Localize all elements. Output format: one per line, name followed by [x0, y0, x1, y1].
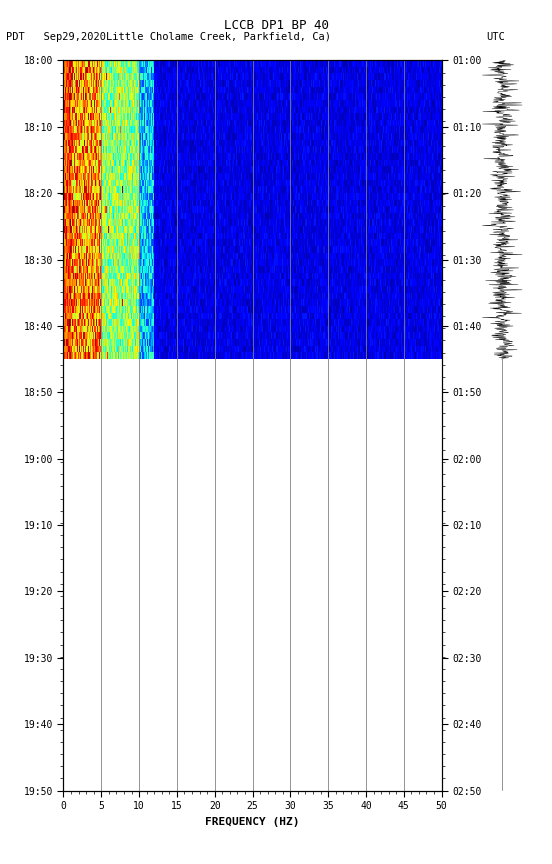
- Text: PDT   Sep29,2020Little Cholame Creek, Parkfield, Ca): PDT Sep29,2020Little Cholame Creek, Park…: [6, 32, 331, 42]
- Text: UTC: UTC: [486, 32, 505, 42]
- Text: LCCB DP1 BP 40: LCCB DP1 BP 40: [224, 19, 328, 32]
- X-axis label: FREQUENCY (HZ): FREQUENCY (HZ): [205, 816, 300, 827]
